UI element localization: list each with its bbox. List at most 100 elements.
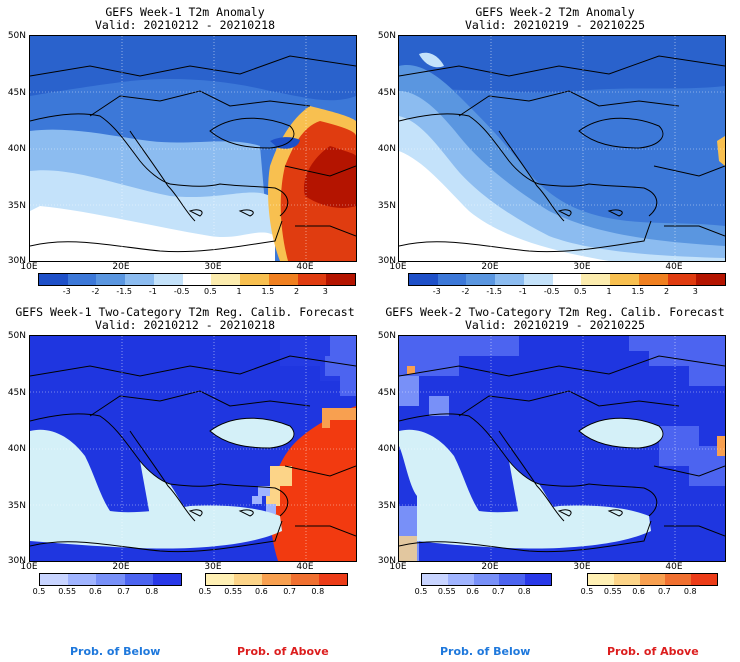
colorbar-swatch [581,274,611,285]
prob-below-label: Prob. of Below [70,645,161,658]
colorbar-tick-label: 0.5 [580,587,594,596]
colorbar-tick-label: 0.55 [58,587,77,596]
colorbar-swatch [326,274,356,285]
colorbar-tick-label: 0.7 [117,587,130,596]
colorbar-tick-label: 0.55 [603,587,622,596]
colorbar-tick-label: 1.5 [631,287,645,296]
colorbar-swatch [499,574,526,585]
colorbar-swatch [67,274,97,285]
colorbar-tick-label: 0.5 [573,287,587,296]
colorbar-tick-label: -1.5 [116,287,132,296]
colorbar-tick-label: -1 [148,287,157,296]
colorbar-tick-label: 0.7 [283,587,296,596]
lon-label: 40E [665,562,683,572]
colorbar-tick-label: 0.8 [517,587,531,596]
colorbar-swatch [409,274,438,285]
prob-above-label: Prob. of Above [237,645,329,658]
lat-label: 35N [7,501,26,511]
panel-week2-anomaly: GEFS Week-2 T2m Anomaly Valid: 20210219 … [370,0,740,300]
lat-label: 30N [7,556,26,566]
prob-below-label: Prob. of Below [440,645,531,658]
colorbar-tick-label: -3 [432,287,441,296]
colorbar-swatch [96,574,125,585]
colorbar-swatch [613,574,640,585]
colorbar-swatch [588,574,614,585]
colorbar-swatch [665,574,692,585]
lon-label: 10E [389,262,407,272]
lat-label: 50N [7,331,26,341]
panel-week1-anomaly: GEFS Week-1 T2m Anomaly Valid: 20210212 … [0,0,370,300]
colorbar-swatch [610,274,639,285]
colorbar-swatch [153,274,183,285]
anomaly-map-week2 [398,35,726,262]
lon-label: 10E [20,562,38,572]
colorbar-tick-label: 0.8 [683,587,697,596]
colorbar-tick-label: 0.6 [255,587,268,596]
panel-title: GEFS Week-2 Two-Category T2m Reg. Calib.… [385,305,725,319]
lat-label: 30N [377,556,396,566]
colorbar-swatch [40,574,69,585]
colorbar-tick-label: 0.55 [224,587,243,596]
lat-label: 50N [7,31,26,41]
lon-label: 20E [112,262,130,272]
probability-map-week2 [398,335,726,562]
colorbar-tick-label: 3 [322,287,328,296]
anomaly-map-week1 [29,35,357,262]
lat-label: 45N [7,88,26,98]
colorbar-swatch [240,274,269,285]
colorbar-tick-label: 0.7 [658,587,671,596]
panel-valid-dates: Valid: 20210219 - 20210225 [464,18,645,32]
colorbar-swatch [525,574,551,585]
below-probability-colorbar [39,573,182,586]
colorbar-swatch [262,574,291,585]
prob-above-label: Prob. of Above [607,645,699,658]
colorbar-swatch [290,574,319,585]
colorbar-swatch [39,274,68,285]
colorbar-swatch [318,574,348,585]
panel-valid-dates: Valid: 20210219 - 20210225 [464,318,645,332]
colorbar-swatch [667,274,697,285]
colorbar-tick-label: 1 [606,287,612,296]
lat-label: 50N [377,331,396,341]
colorbar-swatch [422,574,448,585]
colorbar-swatch [125,274,154,285]
lon-label: 30E [204,562,222,572]
colorbar-swatch [152,574,182,585]
probability-map-week1 [29,335,357,562]
colorbar-tick-label: 3 [692,287,698,296]
panel-title: GEFS Week-1 Two-Category T2m Reg. Calib.… [15,305,355,319]
below-probability-colorbar [421,573,552,586]
colorbar-tick-label: 0.55 [437,587,456,596]
colorbar-tick-label: 2 [293,287,300,296]
panel-valid-dates: Valid: 20210212 - 20210218 [94,18,275,32]
lon-label: 40E [665,262,683,272]
lon-label: 10E [389,562,407,572]
colorbar-tick-label: 0.6 [89,587,102,596]
colorbar-swatch [466,274,496,285]
lat-label: 45N [7,388,26,398]
colorbar-swatch [297,274,327,285]
colorbar-tick-label: 0.5 [414,587,428,596]
colorbar-tick-label: 0.6 [632,587,645,596]
lon-label: 20E [481,562,499,572]
anomaly-colorbar [38,273,356,286]
colorbar-swatch [473,574,500,585]
panel-title: GEFS Week-2 T2m Anomaly [475,5,635,19]
lon-label: 40E [296,562,314,572]
colorbar-swatch [639,574,666,585]
colorbar-tick-label: -1.5 [486,287,502,296]
anomaly-colorbar [408,273,726,286]
lon-label: 30E [204,262,222,272]
colorbar-swatch [495,274,524,285]
colorbar-tick-label: 1 [236,287,242,296]
colorbar-tick-label: 1.5 [261,287,275,296]
lat-label: 40N [7,144,26,154]
colorbar-swatch [552,274,582,285]
colorbar-tick-label: 0.6 [466,587,479,596]
colorbar-tick-label: 0.5 [198,587,212,596]
panel-week2-probability: GEFS Week-2 Two-Category T2m Reg. Calib.… [370,300,740,600]
colorbar-swatch [447,574,474,585]
colorbar-tick-label: 0.7 [492,587,505,596]
lat-label: 35N [377,201,396,211]
colorbar-swatch [638,274,668,285]
